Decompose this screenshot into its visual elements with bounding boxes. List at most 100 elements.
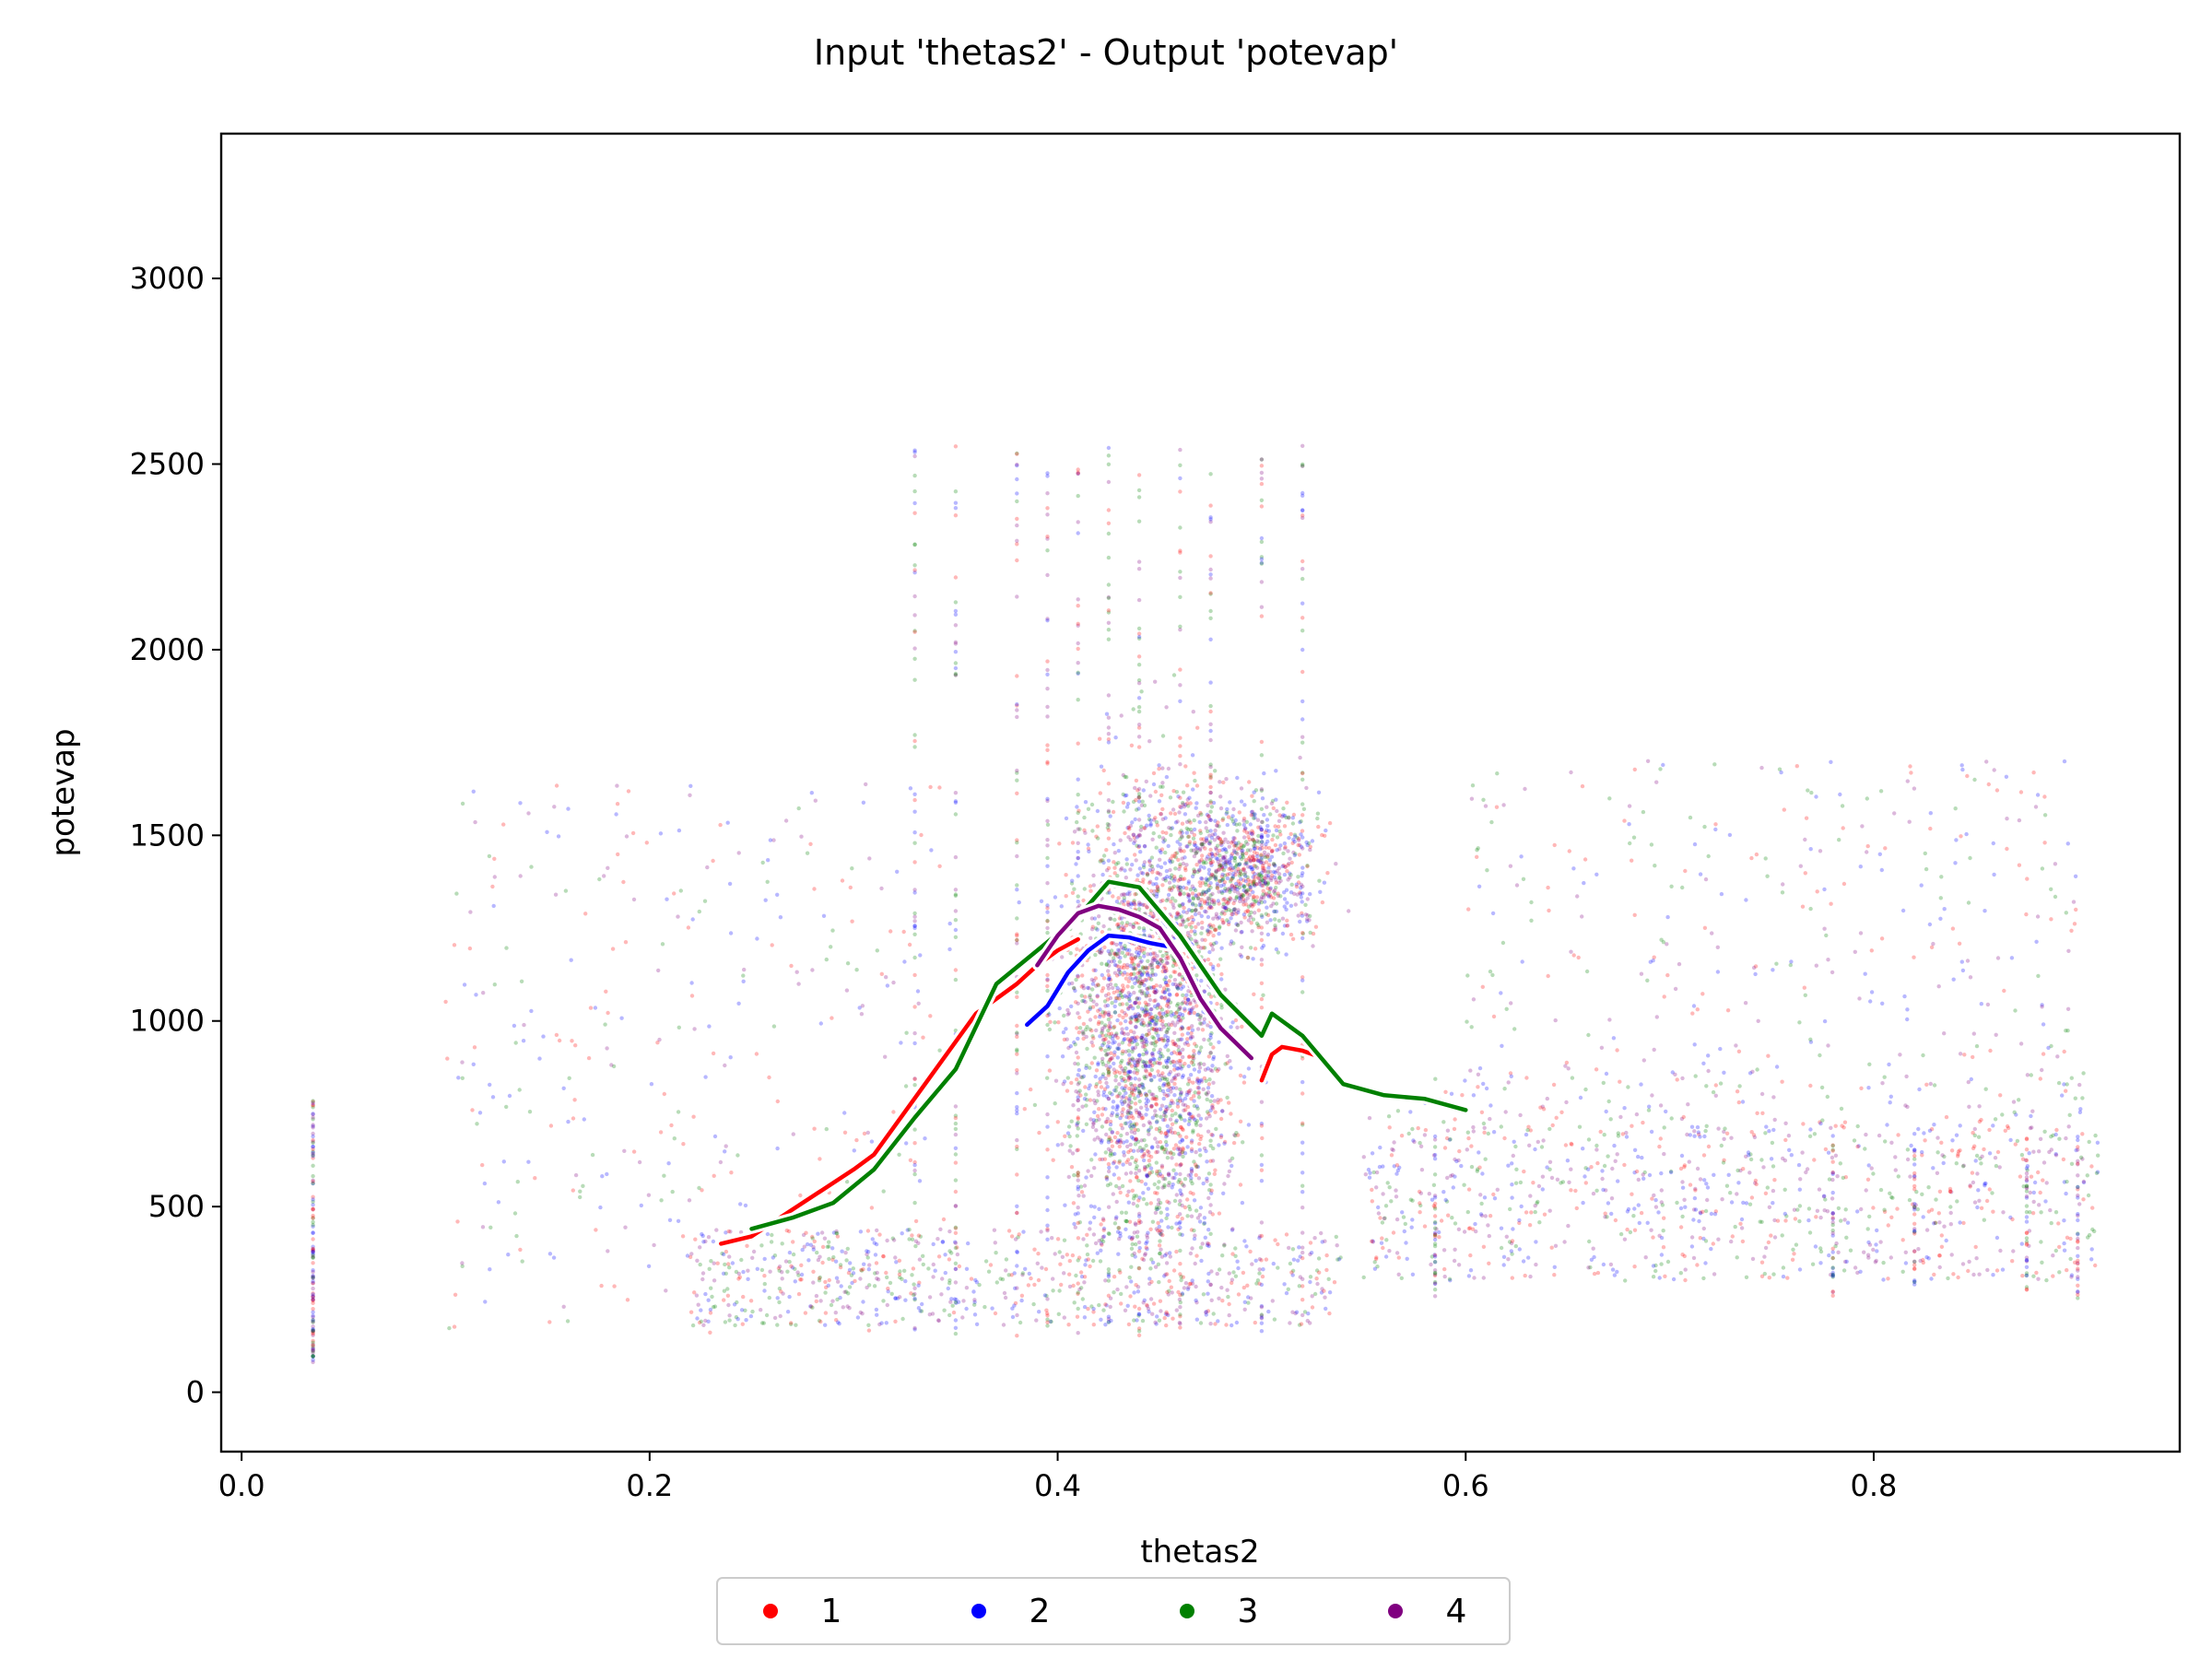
scatter-point	[1113, 1088, 1118, 1093]
scatter-point	[1189, 1176, 1194, 1181]
scatter-point	[1299, 895, 1304, 900]
scatter-point	[1974, 1256, 1979, 1261]
scatter-point	[1132, 957, 1136, 961]
scatter-point	[1649, 1228, 1653, 1232]
scatter-point	[1217, 1040, 1221, 1045]
scatter-point	[1696, 1130, 1701, 1135]
scatter-point	[1163, 995, 1168, 1000]
scatter-point	[2062, 1248, 2067, 1253]
scatter-point	[1143, 1039, 1147, 1043]
scatter-point	[1257, 872, 1263, 877]
scatter-point	[1194, 1253, 1199, 1258]
scatter-point	[1905, 1104, 1910, 1110]
scatter-point	[1119, 965, 1124, 970]
scatter-point	[1255, 858, 1261, 864]
scatter-point	[1219, 1285, 1224, 1290]
scatter-point	[1172, 877, 1178, 881]
scatter-point	[1125, 951, 1130, 957]
scatter-point	[1772, 1235, 1778, 1240]
scatter-point	[1112, 865, 1117, 870]
scatter-point	[1152, 1097, 1158, 1101]
scatter-point	[1285, 924, 1289, 928]
scatter-point	[1176, 1048, 1182, 1053]
scatter-point	[1189, 1167, 1194, 1171]
scatter-point	[1214, 912, 1219, 916]
scatter-point	[1921, 1215, 1925, 1219]
scatter-point	[1194, 1172, 1198, 1178]
scatter-point	[1797, 1187, 1803, 1192]
scatter-point	[1234, 822, 1239, 827]
scatter-point	[1471, 1124, 1476, 1130]
scatter-point	[1814, 1215, 1818, 1219]
scatter-point	[1133, 1001, 1137, 1006]
scatter-point	[1209, 994, 1214, 999]
scatter-point	[1101, 853, 1107, 858]
scatter-point	[811, 1269, 816, 1275]
scatter-point	[1157, 1243, 1162, 1248]
scatter-point	[1418, 1201, 1422, 1206]
scatter-point	[1213, 928, 1218, 933]
scatter-point	[988, 1263, 994, 1267]
scatter-point	[1060, 1054, 1065, 1059]
scatter-point	[1569, 1167, 1573, 1171]
scatter-point	[1196, 911, 1202, 916]
scatter-point	[799, 1272, 805, 1277]
scatter-point	[1394, 1194, 1399, 1199]
scatter-point	[1101, 1093, 1106, 1098]
scatter-point	[1197, 1219, 1203, 1224]
scatter-point	[1878, 1240, 1883, 1244]
scatter-point	[1215, 843, 1220, 848]
scatter-point	[1595, 1160, 1600, 1166]
scatter-point	[1261, 888, 1265, 893]
scatter-point	[1796, 1162, 1802, 1168]
scatter-point	[1118, 971, 1124, 975]
scatter-point	[1852, 1138, 1857, 1143]
scatter-point	[1121, 927, 1126, 932]
scatter-point	[1017, 1232, 1021, 1237]
scatter-point	[1124, 1049, 1128, 1054]
scatter-point	[1442, 1266, 1447, 1272]
scatter-point	[1150, 1035, 1155, 1040]
scatter-point	[1170, 1078, 1174, 1084]
scatter-point	[1094, 1068, 1100, 1073]
scatter-point	[1162, 1110, 1167, 1115]
scatter-point	[1275, 808, 1279, 814]
scatter-point	[1121, 800, 1126, 806]
scatter-point	[1151, 1096, 1157, 1100]
scatter-point	[1158, 1251, 1162, 1256]
scatter-point	[1062, 1079, 1067, 1084]
scatter-point	[1137, 969, 1143, 973]
scatter-point	[1048, 1019, 1053, 1025]
scatter-point	[1084, 1092, 1088, 1097]
scatter-point	[1176, 886, 1181, 890]
scatter-point	[1932, 1123, 1936, 1127]
scatter-point	[1205, 1159, 1209, 1164]
scatter-point	[1128, 1142, 1133, 1147]
scatter-point	[1050, 1236, 1054, 1241]
scatter-point	[1518, 1180, 1524, 1185]
scatter-point	[1211, 1080, 1216, 1086]
scatter-point	[1237, 810, 1242, 815]
scatter-point	[1211, 1045, 1216, 1050]
scatter-point	[820, 1260, 825, 1265]
scatter-point	[1162, 963, 1167, 968]
scatter-point	[1135, 1139, 1141, 1145]
scatter-point	[1145, 1050, 1149, 1054]
scatter-point	[1119, 993, 1124, 998]
scatter-point	[1308, 930, 1312, 935]
scatter-point	[1118, 1230, 1123, 1236]
scatter-point	[893, 1319, 898, 1324]
scatter-point	[1110, 1111, 1115, 1115]
scatter-point	[1170, 1108, 1175, 1113]
scatter-point	[1225, 1288, 1230, 1292]
scatter-point	[1124, 1227, 1128, 1232]
scatter-point	[2089, 1247, 2094, 1252]
scatter-point	[1206, 1038, 1211, 1042]
scatter-point	[1173, 1010, 1179, 1016]
scatter-point	[1145, 1007, 1149, 1013]
scatter-point	[2086, 1235, 2090, 1240]
scatter-point	[1864, 1132, 1868, 1137]
scatter-point	[1042, 1293, 1048, 1298]
scatter-point	[1783, 1218, 1788, 1223]
